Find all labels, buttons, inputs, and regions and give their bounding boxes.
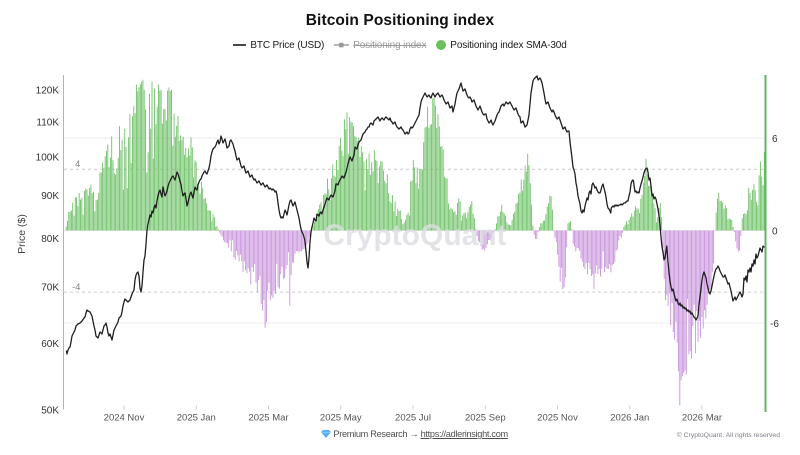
svg-text:100K: 100K: [36, 152, 60, 163]
svg-text:0: 0: [772, 227, 778, 238]
svg-text:4: 4: [75, 159, 80, 170]
svg-text:2025 Mar: 2025 Mar: [248, 413, 288, 424]
svg-text:2025 Jul: 2025 Jul: [395, 413, 431, 424]
svg-text:80K: 80K: [41, 234, 59, 245]
svg-text:120K: 120K: [36, 86, 60, 97]
svg-text:2026 Mar: 2026 Mar: [682, 413, 722, 424]
svg-text:60K: 60K: [41, 339, 59, 350]
svg-text:2025 May: 2025 May: [320, 413, 362, 424]
svg-text:2025 Nov: 2025 Nov: [537, 413, 578, 424]
svg-text:2026 Jan: 2026 Jan: [610, 413, 649, 424]
svg-text:70K: 70K: [41, 283, 59, 294]
svg-text:90K: 90K: [41, 191, 59, 202]
svg-text:-4: -4: [72, 282, 80, 293]
svg-text:-6: -6: [770, 319, 779, 330]
svg-text:110K: 110K: [36, 118, 59, 129]
svg-text:6: 6: [772, 134, 778, 145]
svg-text:2024 Nov: 2024 Nov: [104, 413, 145, 424]
svg-text:2025 Jan: 2025 Jan: [177, 413, 216, 424]
svg-text:Price ($): Price ($): [16, 214, 28, 254]
svg-text:CryptoQuant: CryptoQuant: [323, 219, 506, 252]
svg-text:50K: 50K: [41, 406, 59, 417]
svg-text:2025 Sep: 2025 Sep: [465, 413, 506, 424]
